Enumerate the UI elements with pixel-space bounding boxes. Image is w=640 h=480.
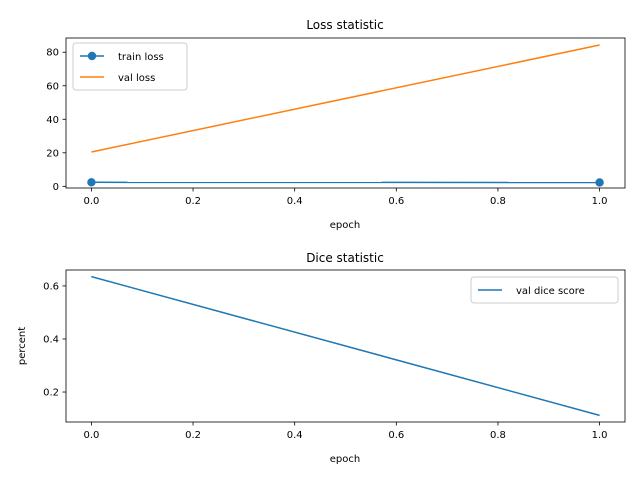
dice-y-axis-label: percent <box>17 327 28 365</box>
loss-legend: train loss val loss <box>72 42 188 91</box>
dice-plot-frame <box>65 269 626 423</box>
loss-x-tick-label: 0.4 <box>287 196 303 207</box>
dice-legend: val dice score <box>470 276 619 304</box>
dice-y-ticks: 0.2 0.4 0.6 <box>43 281 66 399</box>
loss-x-tick-label: 1.0 <box>592 196 608 207</box>
loss-series <box>87 44 604 187</box>
dice-legend-box <box>470 276 619 304</box>
loss-x-axis-label: epoch <box>330 220 360 231</box>
dice-x-tick-label: 1.0 <box>592 430 608 441</box>
train-loss-data-point <box>87 178 96 187</box>
legend-val-loss-label: val loss <box>118 73 155 84</box>
loss-x-tick-label: 0.2 <box>185 196 201 207</box>
dice-chart: Dice statistic 0.0 0.2 0.4 0.6 0.8 1.0 0.2 0.4… <box>17 251 626 465</box>
legend-train-loss-marker <box>87 51 97 61</box>
dice-x-ticks: 0.0 0.2 0.4 0.6 0.8 1.0 <box>83 422 608 441</box>
val-dice-score-series-line <box>91 275 600 417</box>
dice-x-tick-label: 0.4 <box>287 430 303 441</box>
loss-chart-title: Loss statistic <box>306 18 383 32</box>
loss-y-tick-label: 80 <box>46 48 59 59</box>
loss-y-tick-label: 40 <box>46 115 59 126</box>
dice-x-axis-label: epoch <box>330 454 360 465</box>
legend-val-dice-label: val dice score <box>516 286 585 297</box>
dice-x-tick-label: 0.0 <box>83 430 99 441</box>
loss-x-ticks: 0.0 0.2 0.4 0.6 0.8 1.0 <box>83 188 608 207</box>
train-loss-data-point <box>595 178 604 187</box>
loss-x-tick-label: 0.0 <box>83 196 99 207</box>
dice-chart-title: Dice statistic <box>306 251 384 265</box>
loss-y-tick-label: 20 <box>46 148 59 159</box>
loss-x-tick-label: 0.6 <box>388 196 404 207</box>
dice-x-tick-label: 0.2 <box>185 430 201 441</box>
dice-y-tick-label: 0.2 <box>43 388 59 399</box>
loss-y-tick-label: 60 <box>46 81 59 92</box>
val-loss-series-line <box>91 44 600 153</box>
legend-train-loss-label: train loss <box>118 52 164 63</box>
dice-y-tick-label: 0.4 <box>43 334 59 345</box>
loss-x-tick-label: 0.8 <box>490 196 506 207</box>
dice-y-tick-label: 0.6 <box>43 281 59 292</box>
dice-x-tick-label: 0.8 <box>490 430 506 441</box>
loss-chart: Loss statistic 0.0 0.2 0.4 0.6 0.8 1.0 0 20 40 6… <box>46 18 626 231</box>
dice-x-tick-label: 0.6 <box>388 430 404 441</box>
loss-y-tick-label: 0 <box>53 182 59 193</box>
loss-plot-frame <box>65 37 626 189</box>
dice-series <box>91 275 600 417</box>
loss-legend-box <box>72 42 188 91</box>
loss-y-ticks: 0 20 40 60 80 <box>46 48 66 193</box>
